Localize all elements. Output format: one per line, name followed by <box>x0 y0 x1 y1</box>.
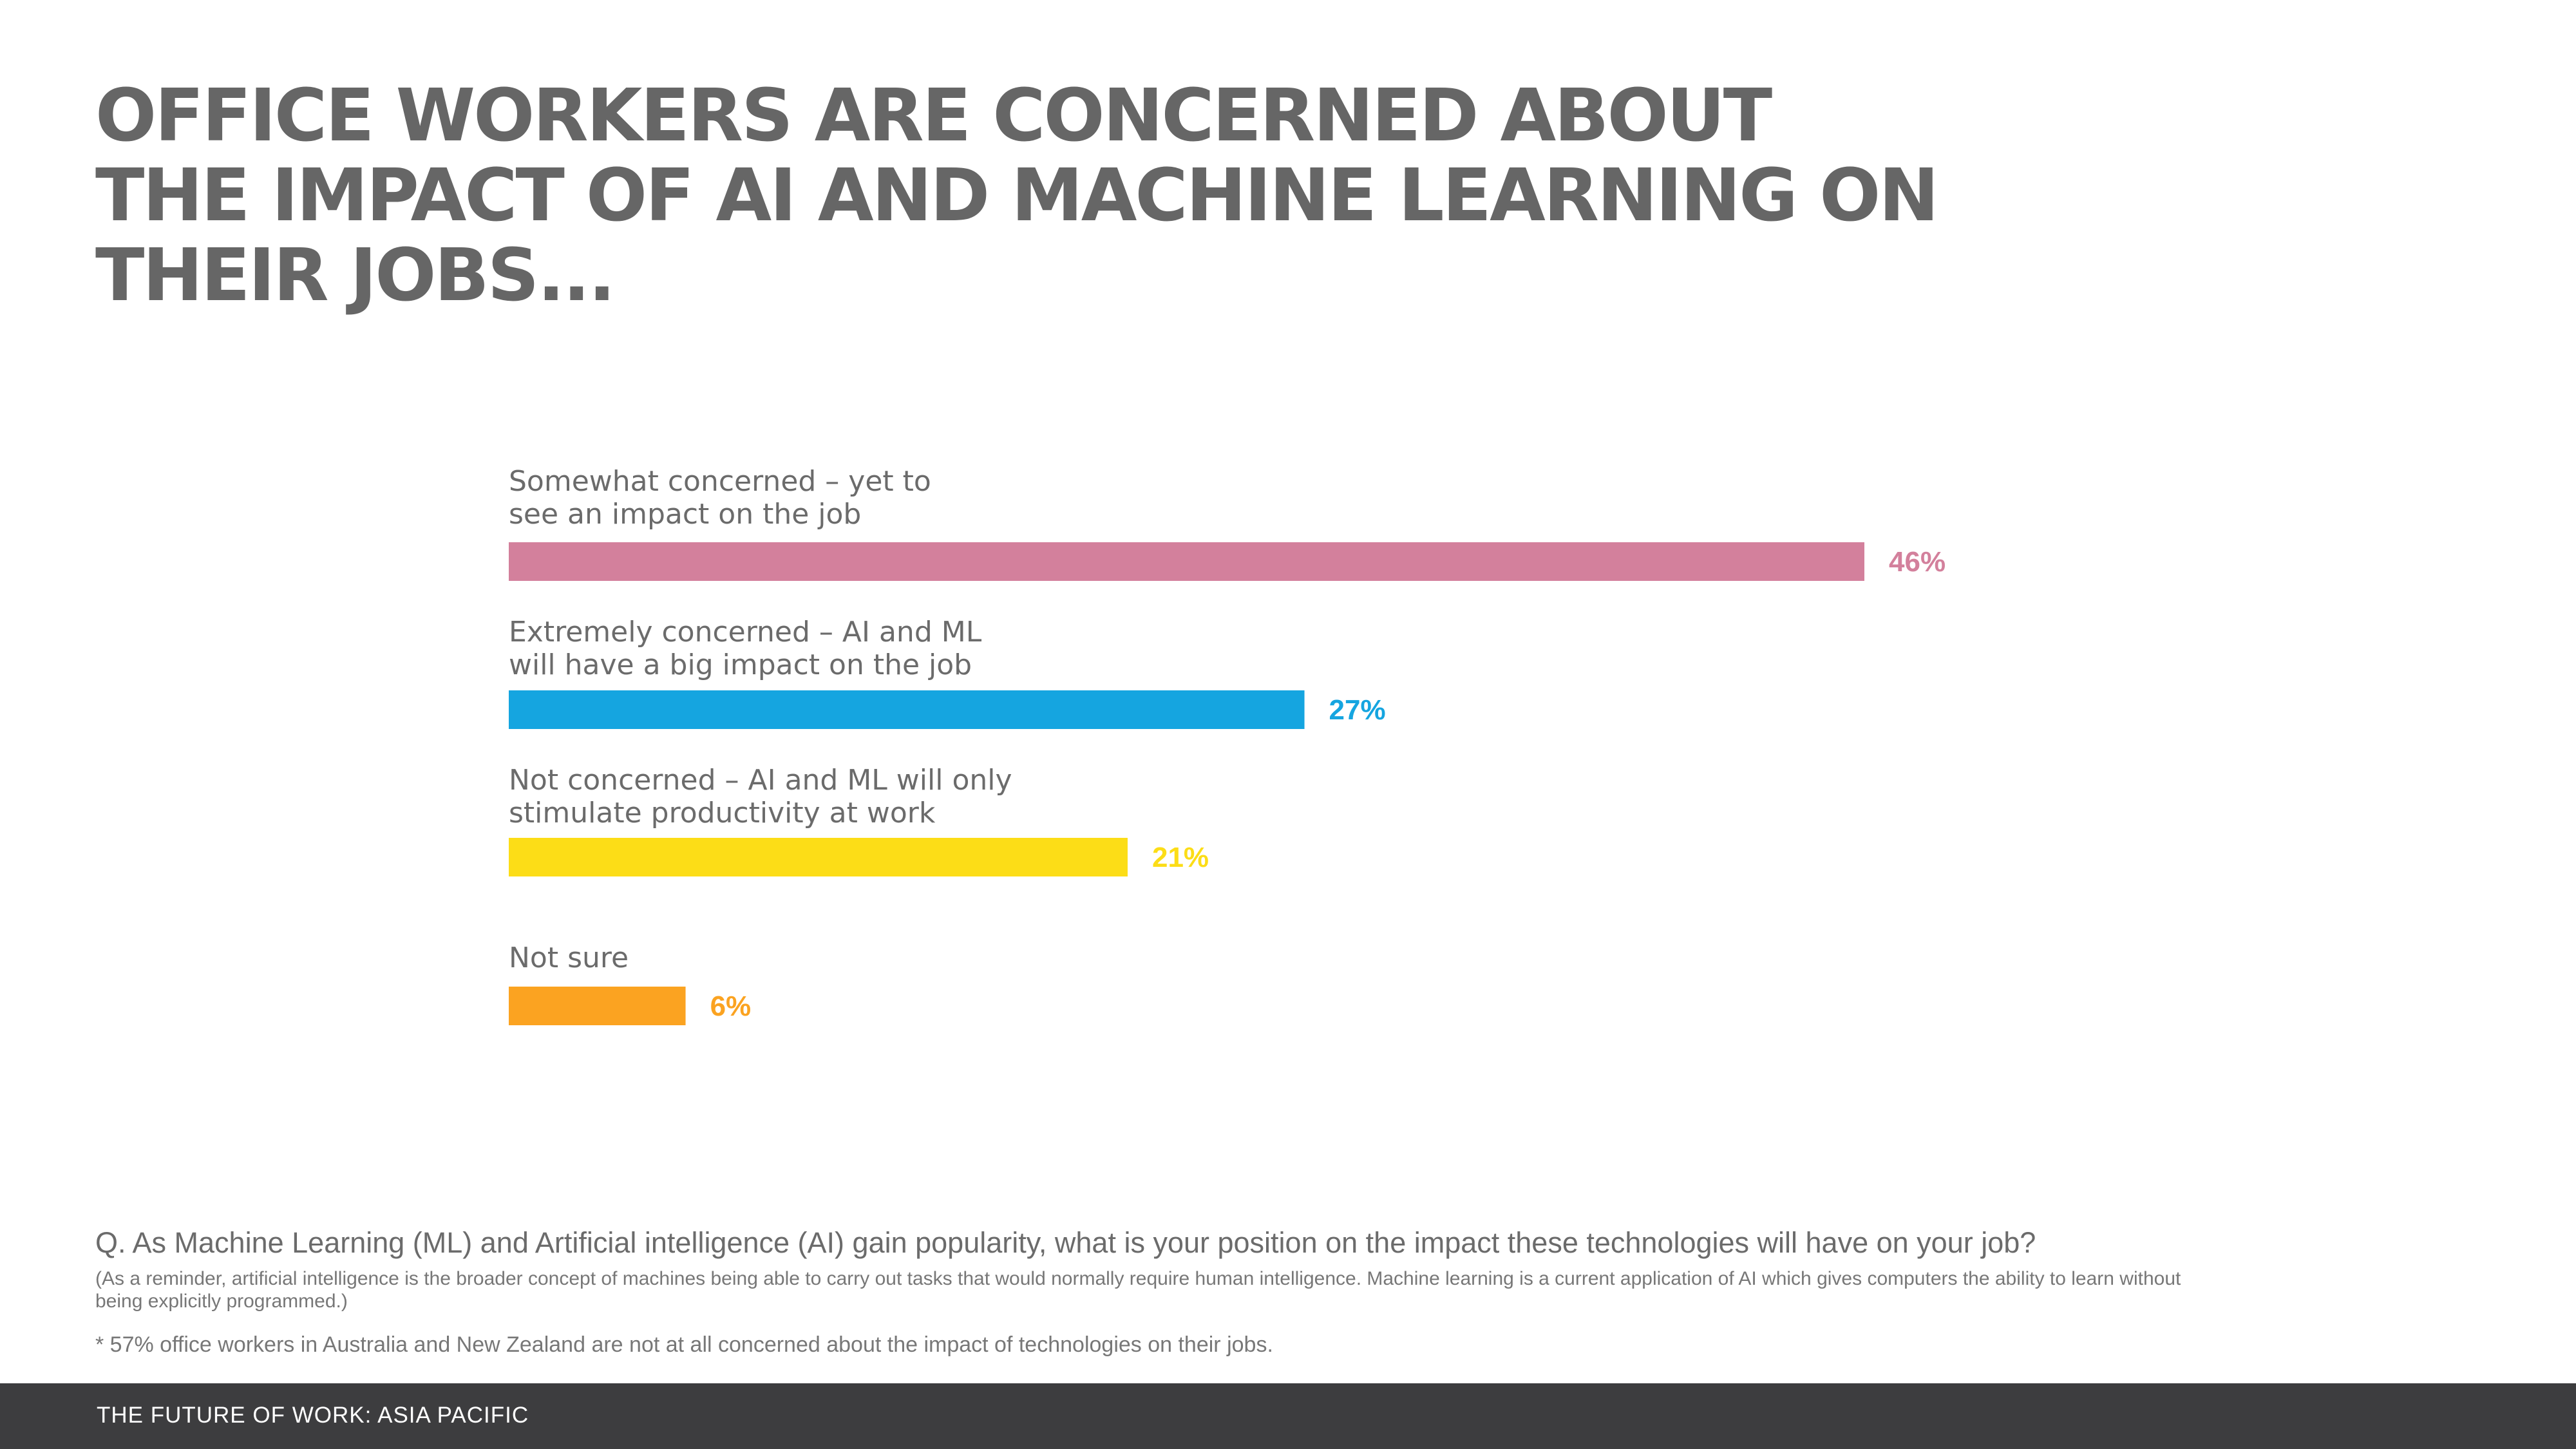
bar <box>509 542 1864 581</box>
category-label-line: Not sure <box>509 942 629 974</box>
value-label: 21% <box>1152 842 1209 873</box>
category-label: Extremely concerned – AI and ML will have… <box>509 616 982 681</box>
title-line: OFFICE WORKERS ARE CONCERNED ABOUT <box>95 74 1772 158</box>
footnote: * 57% office workers in Australia and Ne… <box>95 1332 1273 1357</box>
value-label: 27% <box>1329 694 1386 726</box>
category-label-line: Somewhat concerned – yet to <box>509 465 931 498</box>
category-label: Not sure <box>509 942 629 974</box>
category-label: Not concerned – AI and ML will only stimu… <box>509 764 1012 829</box>
bar <box>509 987 686 1025</box>
footer-title: THE FUTURE OF WORK: ASIA PACIFIC <box>97 1403 529 1428</box>
bar <box>509 838 1128 876</box>
value-label: 6% <box>710 990 752 1022</box>
footer-bar: THE FUTURE OF WORK: ASIA PACIFIC <box>0 1383 2576 1449</box>
category-label-line: stimulate productivity at work <box>509 797 936 829</box>
survey-question: Q. As Machine Learning (ML) and Artifici… <box>95 1226 2036 1259</box>
category-label-line: see an impact on the job <box>509 498 861 531</box>
category-label-line: will have a big impact on the job <box>509 649 972 681</box>
page-title: OFFICE WORKERS ARE CONCERNED ABOUT THE I… <box>95 76 1963 316</box>
title-line: THEIR JOBS... <box>95 234 616 317</box>
bar <box>509 690 1305 729</box>
value-label: 46% <box>1889 546 1946 578</box>
title-line: THE IMPACT OF AI AND MACHINE LEARNING ON <box>95 154 1939 238</box>
definition-note: (As a reminder, artificial intelligence … <box>95 1268 2181 1312</box>
category-label-line: Extremely concerned – AI and ML <box>509 616 982 649</box>
category-label: Somewhat concerned – yet to see an impact… <box>509 465 931 531</box>
category-label-line: Not concerned – AI and ML will only <box>509 764 1012 797</box>
